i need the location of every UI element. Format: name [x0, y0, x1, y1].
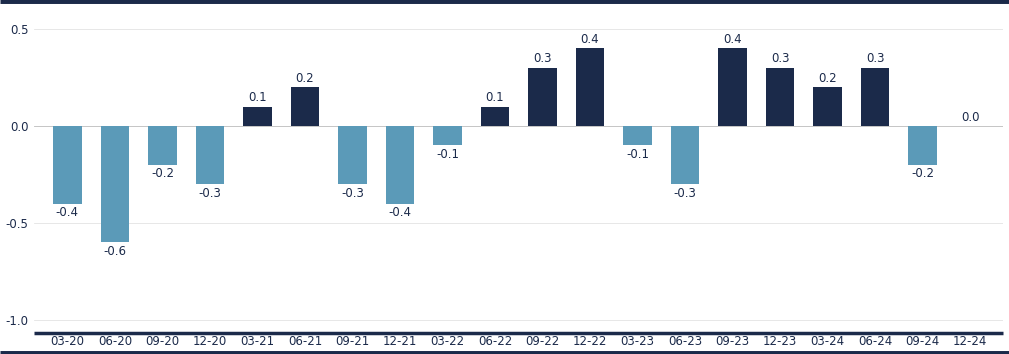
Text: 0.1: 0.1	[485, 91, 504, 104]
Text: -0.2: -0.2	[151, 167, 174, 180]
Text: 0.1: 0.1	[248, 91, 266, 104]
Text: -0.4: -0.4	[55, 206, 79, 219]
Text: -0.2: -0.2	[911, 167, 934, 180]
Bar	[243, 107, 271, 126]
Bar	[671, 126, 699, 184]
Text: -0.3: -0.3	[674, 187, 696, 200]
Text: -0.3: -0.3	[199, 187, 221, 200]
Bar	[718, 48, 747, 126]
Bar	[766, 68, 794, 126]
Bar	[624, 126, 652, 145]
Text: 0.4: 0.4	[723, 33, 742, 46]
Bar	[480, 107, 510, 126]
Text: 0.2: 0.2	[818, 72, 836, 85]
Bar	[576, 48, 604, 126]
Bar	[433, 126, 462, 145]
Text: -0.1: -0.1	[626, 148, 649, 161]
Bar	[529, 68, 557, 126]
Text: -0.6: -0.6	[103, 245, 126, 258]
Text: 0.3: 0.3	[866, 52, 885, 65]
Bar	[148, 126, 177, 165]
Text: 0.3: 0.3	[771, 52, 789, 65]
Bar	[861, 68, 889, 126]
Bar	[101, 126, 129, 242]
Bar	[53, 126, 82, 204]
Text: 0.3: 0.3	[534, 52, 552, 65]
Text: -0.4: -0.4	[388, 206, 412, 219]
Bar	[338, 126, 366, 184]
Bar	[908, 126, 937, 165]
Bar	[196, 126, 224, 184]
Text: -0.3: -0.3	[341, 187, 364, 200]
Text: 0.0: 0.0	[961, 111, 980, 124]
Bar	[385, 126, 415, 204]
Bar	[813, 87, 842, 126]
Text: -0.1: -0.1	[436, 148, 459, 161]
Bar	[291, 87, 319, 126]
Text: 0.4: 0.4	[581, 33, 599, 46]
Text: 0.2: 0.2	[296, 72, 314, 85]
